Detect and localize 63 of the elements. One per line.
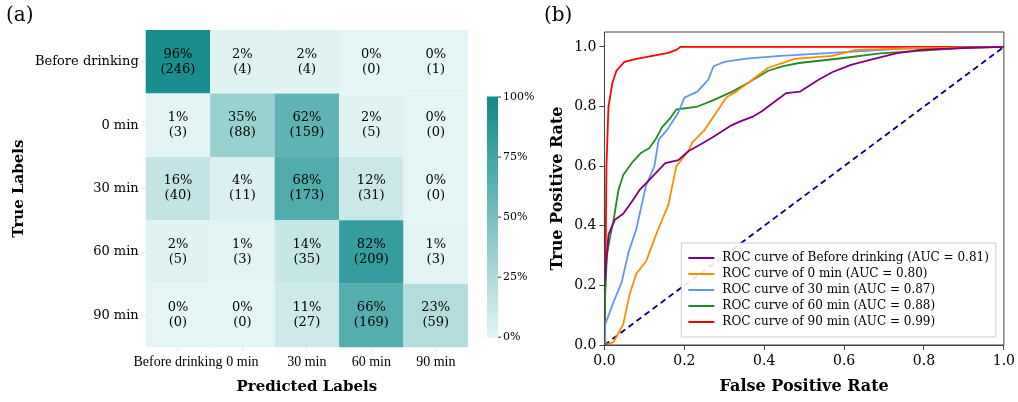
y-tick-label: 0.2: [574, 276, 597, 293]
x-tick-label: 0.0: [593, 352, 616, 369]
data-label: 2% (5): [361, 109, 382, 140]
data-label: 96% (246): [160, 45, 196, 76]
y-tick-label: 1.0: [574, 37, 597, 54]
data-label: 68% (173): [289, 172, 325, 203]
x-tick-label: 60 min: [351, 354, 391, 370]
data-label: 2% (4): [232, 45, 253, 76]
data-label: 0% (0): [232, 299, 253, 330]
data-label: 2% (4): [296, 45, 318, 76]
legend-label: ROC curve of 60 min (AUC = 0.88): [722, 298, 936, 313]
x-tick-label: 0.8: [912, 352, 936, 369]
y-tick-label: 60 min: [93, 243, 140, 259]
data-label: 11% (27): [292, 299, 322, 330]
data-label: 0% (0): [167, 299, 189, 330]
y-axis-title: True Positive Rate: [546, 106, 566, 271]
y-tick-label: 0.4: [574, 216, 597, 233]
data-label: 4% (11): [229, 172, 256, 203]
y-tick-label: 0.6: [574, 156, 597, 173]
x-tick-label: 0 min: [226, 354, 259, 370]
x-tick-label: 0.6: [832, 352, 856, 369]
legend-label: ROC curve of Before drinking (AUC = 0.81): [722, 250, 989, 265]
legend-label: ROC curve of 0 min (AUC = 0.80): [722, 266, 928, 281]
x-tick-label: 1.0: [992, 352, 1015, 369]
data-label: 0% (0): [425, 172, 447, 203]
y-tick-label: 0.0: [574, 335, 597, 352]
chart-title: (b): [544, 2, 573, 27]
x-tick-label: 90 min: [416, 354, 456, 370]
data-label: 14% (35): [292, 235, 322, 266]
color-bar-label: 0%: [503, 330, 521, 344]
chart-title: (a): [6, 2, 34, 27]
color-bar-label: 75%: [503, 149, 528, 163]
x-tick-label: 0.2: [673, 352, 696, 369]
data-label: 0% (0): [425, 109, 447, 140]
x-tick-label: 0.4: [753, 352, 776, 369]
y-axis-title: True Labels: [8, 139, 27, 238]
data-label: 1% (3): [167, 109, 189, 140]
data-label: 12% (31): [356, 172, 386, 203]
data-label: 0% (1): [425, 45, 447, 76]
data-label: 62% (159): [289, 109, 325, 140]
color-bar-label: 50%: [503, 209, 528, 223]
x-axis-title: False Positive Rate: [719, 375, 889, 395]
y-tick-label: 0.8: [574, 97, 597, 114]
data-label: 1% (3): [232, 235, 253, 266]
data-label: 82% (209): [353, 235, 389, 266]
data-label: 23% (59): [421, 299, 451, 330]
y-tick-label: Before drinking: [34, 53, 139, 69]
data-label: 35% (88): [227, 109, 257, 140]
data-label: 1% (3): [425, 235, 447, 266]
y-tick-label: 30 min: [93, 179, 140, 195]
x-tick-label: Before drinking: [133, 354, 223, 370]
color-bar-label: 25%: [503, 270, 528, 284]
y-tick-label: 0 min: [101, 116, 140, 132]
legend-label: ROC curve of 30 min (AUC = 0.87): [722, 282, 936, 297]
data-label: 16% (40): [163, 172, 193, 203]
y-tick-label: 90 min: [93, 306, 140, 322]
legend-label: ROC curve of 90 min (AUC = 0.99): [722, 314, 936, 329]
data-label: 66% (169): [353, 299, 389, 330]
data-label: 2% (5): [167, 235, 189, 266]
x-tick-label: 30 min: [287, 354, 327, 370]
data-label: 0% (0): [361, 45, 382, 76]
color-bar-label: 100%: [503, 89, 535, 103]
x-axis-title: Predicted Labels: [236, 376, 378, 395]
